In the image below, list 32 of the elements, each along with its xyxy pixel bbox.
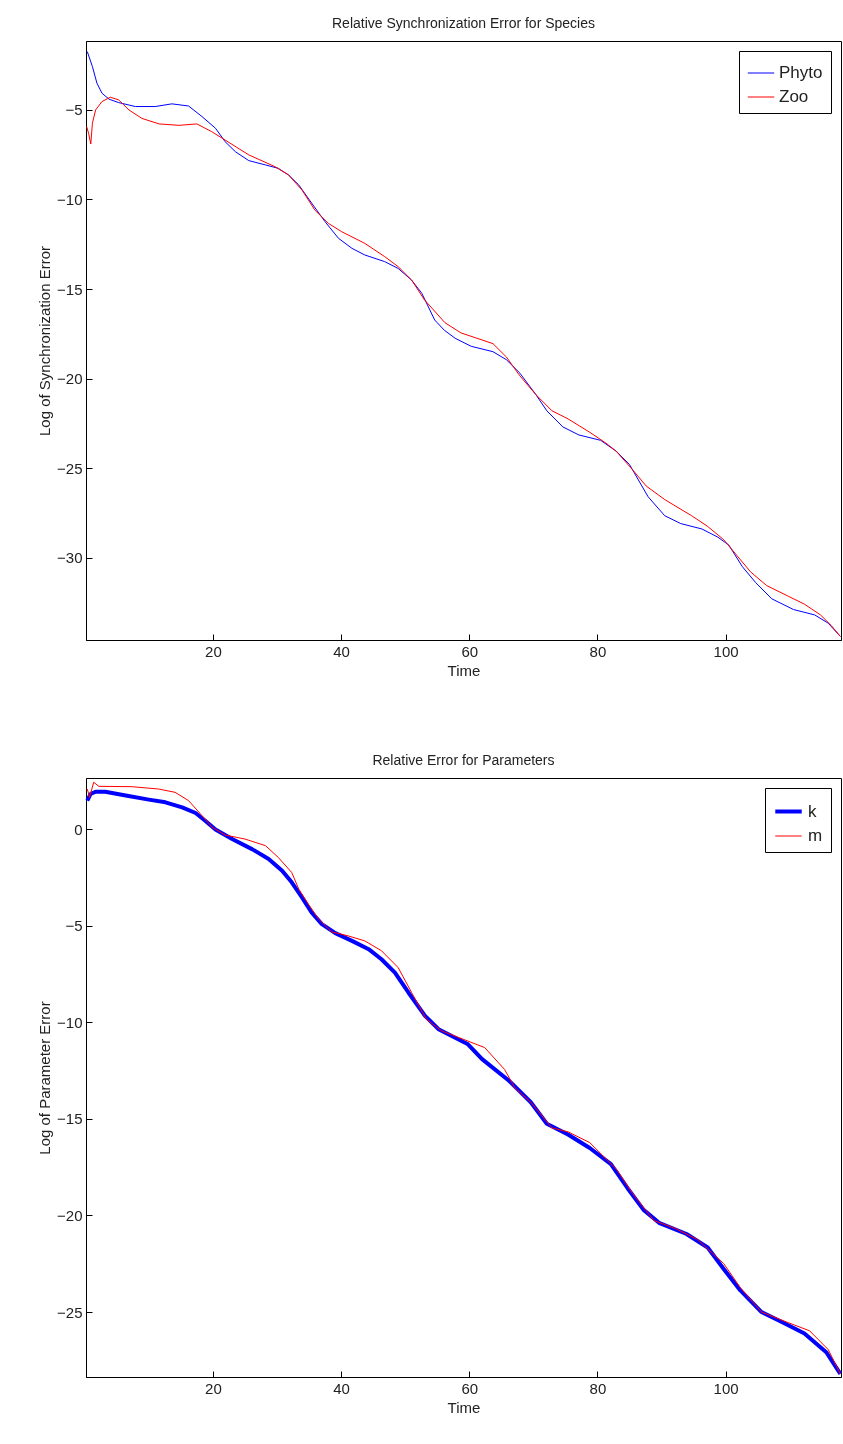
y-tick-label: −30 [57,549,83,567]
y-axis-title: Log of Synchronization Error [36,245,54,437]
y-tick-label: −10 [57,1013,83,1031]
y-axis-title: Log of Parameter Error [36,1001,54,1155]
chart-title: Relative Error for Parameters [372,752,555,768]
y-tick-label: −20 [57,1206,83,1224]
y-tick-label: −10 [57,190,83,208]
legend-label: m [808,826,823,845]
x-tick-label: 100 [713,1379,739,1397]
x-axis-title: Time [447,661,481,679]
y-tick-label: −15 [57,280,83,298]
x-tick-label: 40 [333,642,350,660]
legend-label: Zoo [779,87,809,106]
y-tick-label: −15 [57,1110,83,1128]
x-tick-label: 80 [589,1379,607,1397]
x-tick-label: 60 [461,1379,479,1397]
x-tick-label: 20 [205,642,222,660]
y-tick-label: −25 [57,459,83,477]
x-tick-label: 80 [589,642,607,660]
x-tick-label: 40 [333,1379,350,1397]
x-tick-label: 100 [713,642,739,660]
y-tick-label: −25 [57,1303,83,1321]
y-tick-label: −5 [65,917,83,935]
legend-label: Phyto [779,63,823,82]
y-tick-label: 0 [74,820,83,838]
legend-label: k [808,801,817,821]
y-tick-label: −5 [65,101,83,119]
chart-title: Relative Synchronization Error for Species [331,15,596,31]
x-tick-label: 20 [205,1379,222,1397]
y-tick-label: −20 [57,370,83,388]
x-tick-label: 60 [461,642,479,660]
x-axis-title: Time [447,1398,481,1416]
